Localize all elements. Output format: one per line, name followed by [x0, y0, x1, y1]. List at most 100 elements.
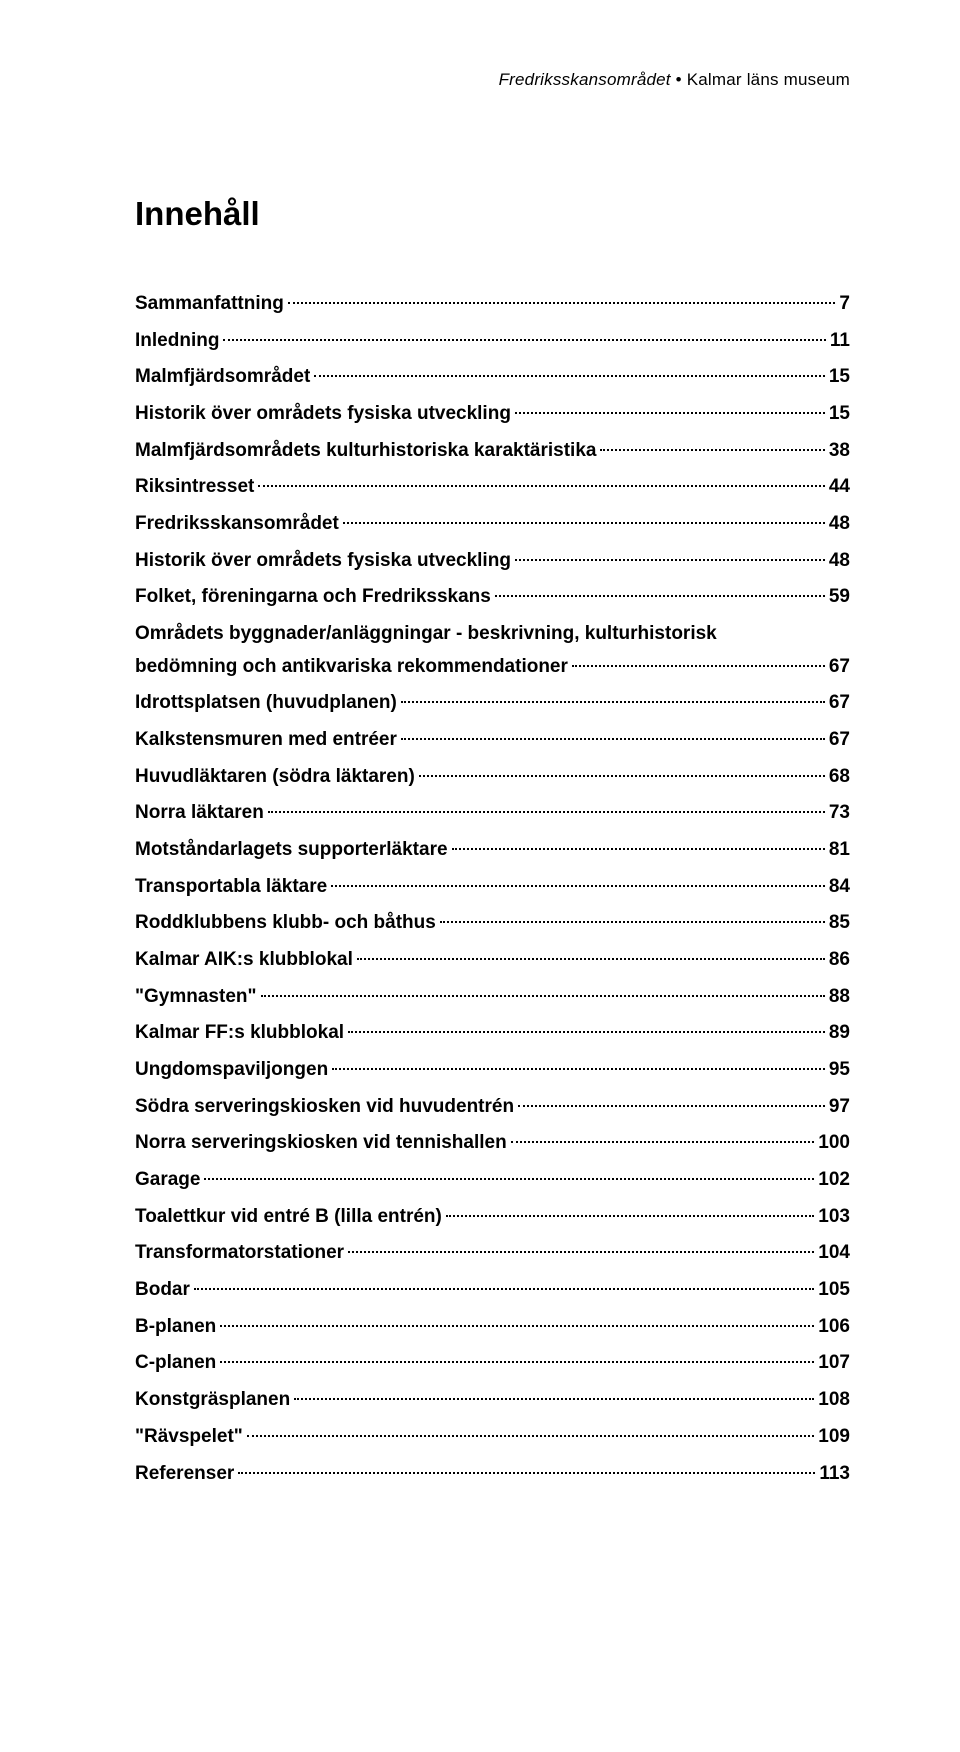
toc-dot-leader [452, 848, 825, 850]
toc-entry-label: Södra serveringskiosken vid huvudentrén [135, 1091, 514, 1124]
toc-dot-leader [223, 339, 825, 341]
toc-entry-label: Idrottsplatsen (huvudplanen) [135, 687, 397, 720]
toc-entry-label: C-planen [135, 1347, 216, 1380]
toc-dot-leader [511, 1141, 815, 1143]
toc-dot-leader [314, 375, 825, 377]
toc-entry: Bodar105 [135, 1274, 850, 1307]
toc-entry: Fredriksskansområdet 48 [135, 508, 850, 541]
toc-entry-page: 48 [829, 508, 850, 541]
toc-entry: Riksintresset44 [135, 471, 850, 504]
toc-entry: "Gymnasten"88 [135, 981, 850, 1014]
toc-entry-page: 67 [829, 724, 850, 757]
toc-entry: Transformatorstationer104 [135, 1237, 850, 1270]
toc-entry-label: Motståndarlagets supporterläktare [135, 834, 448, 867]
toc-dot-leader [247, 1435, 815, 1437]
toc-entry-label: Historik över områdets fysiska utvecklin… [135, 545, 511, 578]
toc-entry-label: Transportabla läktare [135, 871, 327, 904]
toc-entry: Idrottsplatsen (huvudplanen) 67 [135, 687, 850, 720]
toc-entry: Malmfjärdsområdets kulturhistoriska kara… [135, 435, 850, 468]
toc-entry: Södra serveringskiosken vid huvudentrén 9… [135, 1091, 850, 1124]
toc-dot-leader [331, 885, 825, 887]
toc-entry-label: Kalmar AIK:s klubblokal [135, 944, 353, 977]
toc-entry-label: Garage [135, 1164, 200, 1197]
toc-entry-page: 102 [818, 1164, 850, 1197]
toc-entry-label: Konstgräsplanen [135, 1384, 290, 1417]
toc-entry-label: "Rävspelet" [135, 1421, 243, 1454]
toc-entry-page: 67 [829, 687, 850, 720]
toc-dot-leader [515, 559, 825, 561]
header-separator: • [671, 70, 687, 89]
toc-entry-label: Toalettkur vid entré B (lilla entrén) [135, 1201, 442, 1234]
toc-entry-page: 84 [829, 871, 850, 904]
toc-dot-leader [258, 485, 825, 487]
toc-dot-leader [332, 1068, 825, 1070]
toc-dot-leader [220, 1361, 814, 1363]
toc-entry-label: Norra serveringskiosken vid tennishallen [135, 1127, 507, 1160]
toc-entry: Sammanfattning 7 [135, 288, 850, 321]
toc-dot-leader [357, 958, 825, 960]
toc-entry-label: Transformatorstationer [135, 1237, 344, 1270]
toc-entry-label: Fredriksskansområdet [135, 508, 339, 541]
toc-entry-page: 103 [818, 1201, 850, 1234]
toc-entry: Roddklubbens klubb- och båthus85 [135, 907, 850, 940]
toc-entry-page: 38 [829, 435, 850, 468]
toc-entry-page: 106 [818, 1311, 850, 1344]
toc-entry: Referenser113 [135, 1458, 850, 1491]
toc-entry-label: Sammanfattning [135, 288, 284, 321]
toc-entry: Historik över områdets fysiska utvecklin… [135, 398, 850, 431]
toc-entry-page: 88 [829, 981, 850, 1014]
toc-entry-page: 11 [830, 325, 850, 358]
toc-dot-leader [220, 1325, 814, 1327]
toc-entry-page: 67 [829, 651, 850, 684]
toc-entry-label: Kalkstensmuren med entréer [135, 724, 397, 757]
toc-dot-leader [294, 1398, 814, 1400]
toc-entry-label: Folket, föreningarna och Fredriksskans [135, 581, 491, 614]
toc-entry: Transportabla läktare 84 [135, 871, 850, 904]
toc-entry-page: 68 [829, 761, 850, 794]
toc-title: Innehåll [135, 195, 850, 233]
toc-entry: C-planen 107 [135, 1347, 850, 1380]
toc-dot-leader [288, 302, 836, 304]
toc-entry: Folket, föreningarna och Fredriksskans 59 [135, 581, 850, 614]
toc-dot-leader [419, 775, 825, 777]
toc-entry: Kalmar AIK:s klubblokal86 [135, 944, 850, 977]
toc-dot-leader [572, 665, 825, 667]
toc-entry-page: 81 [829, 834, 850, 867]
toc-entry-label: Historik över områdets fysiska utvecklin… [135, 398, 511, 431]
toc-dot-leader [401, 701, 825, 703]
toc-entry: Kalkstensmuren med entréer 67 [135, 724, 850, 757]
toc-entry-page: 100 [818, 1127, 850, 1160]
toc-list: Sammanfattning7Inledning11Malmfjärdsområ… [135, 288, 850, 1490]
toc-entry: Områdets byggnader/anläggningar - beskri… [135, 618, 850, 683]
toc-entry: Inledning 11 [135, 325, 850, 358]
toc-entry-page: 59 [829, 581, 850, 614]
toc-entry-label: Områdets byggnader/anläggningar - beskri… [135, 618, 850, 651]
toc-dot-leader [600, 449, 824, 451]
toc-entry: Norra serveringskiosken vid tennishallen… [135, 1127, 850, 1160]
toc-entry-label: B-planen [135, 1311, 216, 1344]
document-page: Fredriksskansområdet • Kalmar läns museu… [0, 0, 960, 1554]
toc-entry-page: 15 [829, 361, 850, 394]
toc-entry: Kalmar FF:s klubblokal89 [135, 1017, 850, 1050]
toc-entry-page: 107 [818, 1347, 850, 1380]
running-header: Fredriksskansområdet • Kalmar läns museu… [135, 70, 850, 90]
toc-dot-leader [238, 1472, 815, 1474]
toc-entry: Motståndarlagets supporterläktare 81 [135, 834, 850, 867]
toc-entry: Malmfjärdsområdet 15 [135, 361, 850, 394]
toc-entry-page: 7 [839, 288, 850, 321]
toc-entry-label: Malmfjärdsområdet [135, 361, 310, 394]
toc-entry-label: Inledning [135, 325, 219, 358]
toc-entry-row: bedömning och antikvariska rekommendatio… [135, 651, 850, 684]
toc-entry-page: 108 [818, 1384, 850, 1417]
toc-entry-page: 109 [818, 1421, 850, 1454]
toc-entry-label: Malmfjärdsområdets kulturhistoriska kara… [135, 435, 596, 468]
toc-entry-page: 105 [818, 1274, 850, 1307]
toc-dot-leader [518, 1105, 825, 1107]
toc-dot-leader [261, 995, 825, 997]
toc-dot-leader [348, 1031, 825, 1033]
toc-entry-page: 95 [829, 1054, 850, 1087]
toc-dot-leader [204, 1178, 814, 1180]
toc-entry-page: 97 [829, 1091, 850, 1124]
toc-entry-label: Norra läktaren [135, 797, 264, 830]
toc-entry-page: 48 [829, 545, 850, 578]
